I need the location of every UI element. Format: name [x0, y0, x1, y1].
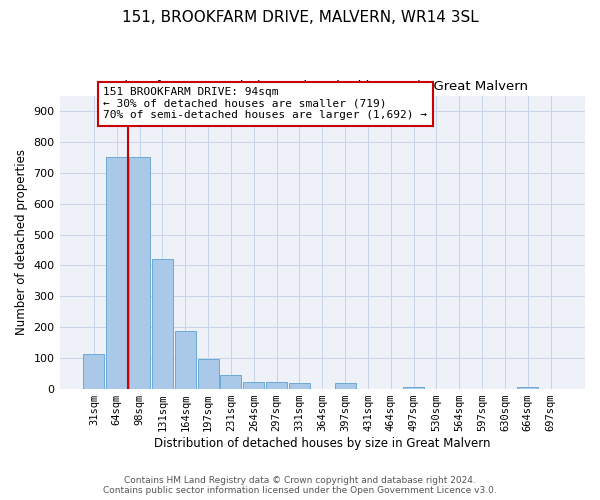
Bar [517, 386, 538, 389]
Bar [83, 354, 104, 389]
Bar [197, 359, 218, 389]
Bar [152, 260, 173, 389]
Bar [175, 331, 196, 389]
Bar [266, 382, 287, 389]
Bar [289, 383, 310, 389]
Bar [403, 386, 424, 389]
Y-axis label: Number of detached properties: Number of detached properties [15, 150, 28, 336]
Bar [220, 374, 241, 389]
Bar [129, 158, 150, 389]
Text: Contains HM Land Registry data © Crown copyright and database right 2024.
Contai: Contains HM Land Registry data © Crown c… [103, 476, 497, 495]
Bar [243, 382, 264, 389]
X-axis label: Distribution of detached houses by size in Great Malvern: Distribution of detached houses by size … [154, 437, 491, 450]
Text: 151 BROOKFARM DRIVE: 94sqm
← 30% of detached houses are smaller (719)
70% of sem: 151 BROOKFARM DRIVE: 94sqm ← 30% of deta… [103, 87, 427, 120]
Bar [106, 158, 127, 389]
Title: Size of property relative to detached houses in Great Malvern: Size of property relative to detached ho… [116, 80, 528, 93]
Bar [335, 383, 356, 389]
Text: 151, BROOKFARM DRIVE, MALVERN, WR14 3SL: 151, BROOKFARM DRIVE, MALVERN, WR14 3SL [122, 10, 478, 25]
